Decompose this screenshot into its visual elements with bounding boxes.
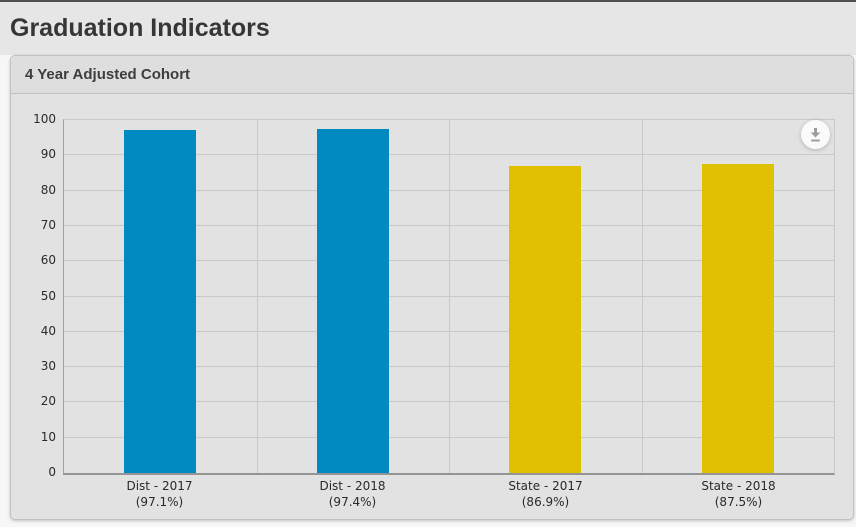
x-axis-label-category: State - 2018 xyxy=(701,479,776,493)
y-axis-tick-label: 40 xyxy=(40,323,56,338)
y-axis-tick-label: 30 xyxy=(40,359,56,374)
y-axis-tick-label: 80 xyxy=(40,182,56,197)
x-axis-label-value: (87.5%) xyxy=(714,495,763,509)
bar-column xyxy=(449,120,642,473)
bar[interactable] xyxy=(316,129,389,473)
bar[interactable] xyxy=(509,166,582,473)
bar[interactable] xyxy=(124,130,197,473)
panel-body: 0 10 20 30 40 50 60 70 80 90 100 Dist - 2017 (97.1%… xyxy=(11,94,853,518)
y-axis-tick-label: 20 xyxy=(40,394,56,409)
y-axis-tick-label: 70 xyxy=(40,217,56,232)
bar-column xyxy=(642,120,835,473)
bar-column xyxy=(257,120,450,473)
y-axis-tick-label: 10 xyxy=(40,429,56,444)
x-axis-labels: Dist - 2017 (97.1%) Dist - 2018 (97.4%) Stat… xyxy=(63,478,835,510)
panel-header-label: 4 Year Adjusted Cohort xyxy=(25,66,191,83)
x-axis-label-category: Dist - 2018 xyxy=(319,479,386,493)
x-axis-label: Dist - 2018 (97.4%) xyxy=(256,478,449,510)
x-axis-label-value: (97.1%) xyxy=(135,495,184,509)
category-divider-line xyxy=(256,120,258,473)
bar[interactable] xyxy=(701,164,774,473)
y-axis-tick-label: 60 xyxy=(40,253,56,268)
x-axis-label: State - 2017 (86.9%) xyxy=(449,478,642,510)
category-divider-line xyxy=(449,120,450,473)
panel-header: 4 Year Adjusted Cohort xyxy=(11,56,853,94)
x-axis-label-category: State - 2017 xyxy=(508,479,583,493)
bar-column xyxy=(64,120,257,473)
x-axis-label-value: (86.9%) xyxy=(521,495,570,509)
chart-panel: 4 Year Adjusted Cohort 0 10 20 30 40 50 60 70 80… xyxy=(10,55,854,520)
plot-area xyxy=(63,119,835,475)
y-axis-labels: 0 10 20 30 40 50 60 70 80 90 100 xyxy=(11,112,56,479)
download-icon xyxy=(810,127,821,141)
y-axis-tick-label: 0 xyxy=(48,465,56,479)
x-axis-label-category: Dist - 2017 xyxy=(126,479,193,493)
x-axis-label: State - 2018 (87.5%) xyxy=(642,478,835,510)
y-axis-tick-label: 90 xyxy=(40,147,56,162)
title-band: Graduation Indicators xyxy=(0,2,856,55)
y-axis-tick-label: 50 xyxy=(40,288,56,303)
top-edge-strip xyxy=(0,0,856,2)
x-axis-label-value: (97.4%) xyxy=(328,495,377,509)
category-divider-line xyxy=(641,120,643,473)
x-axis-label: Dist - 2017 (97.1%) xyxy=(63,478,256,510)
page-title: Graduation Indicators xyxy=(10,14,270,42)
download-button[interactable] xyxy=(801,120,830,149)
y-axis-tick-label: 100 xyxy=(33,112,56,126)
